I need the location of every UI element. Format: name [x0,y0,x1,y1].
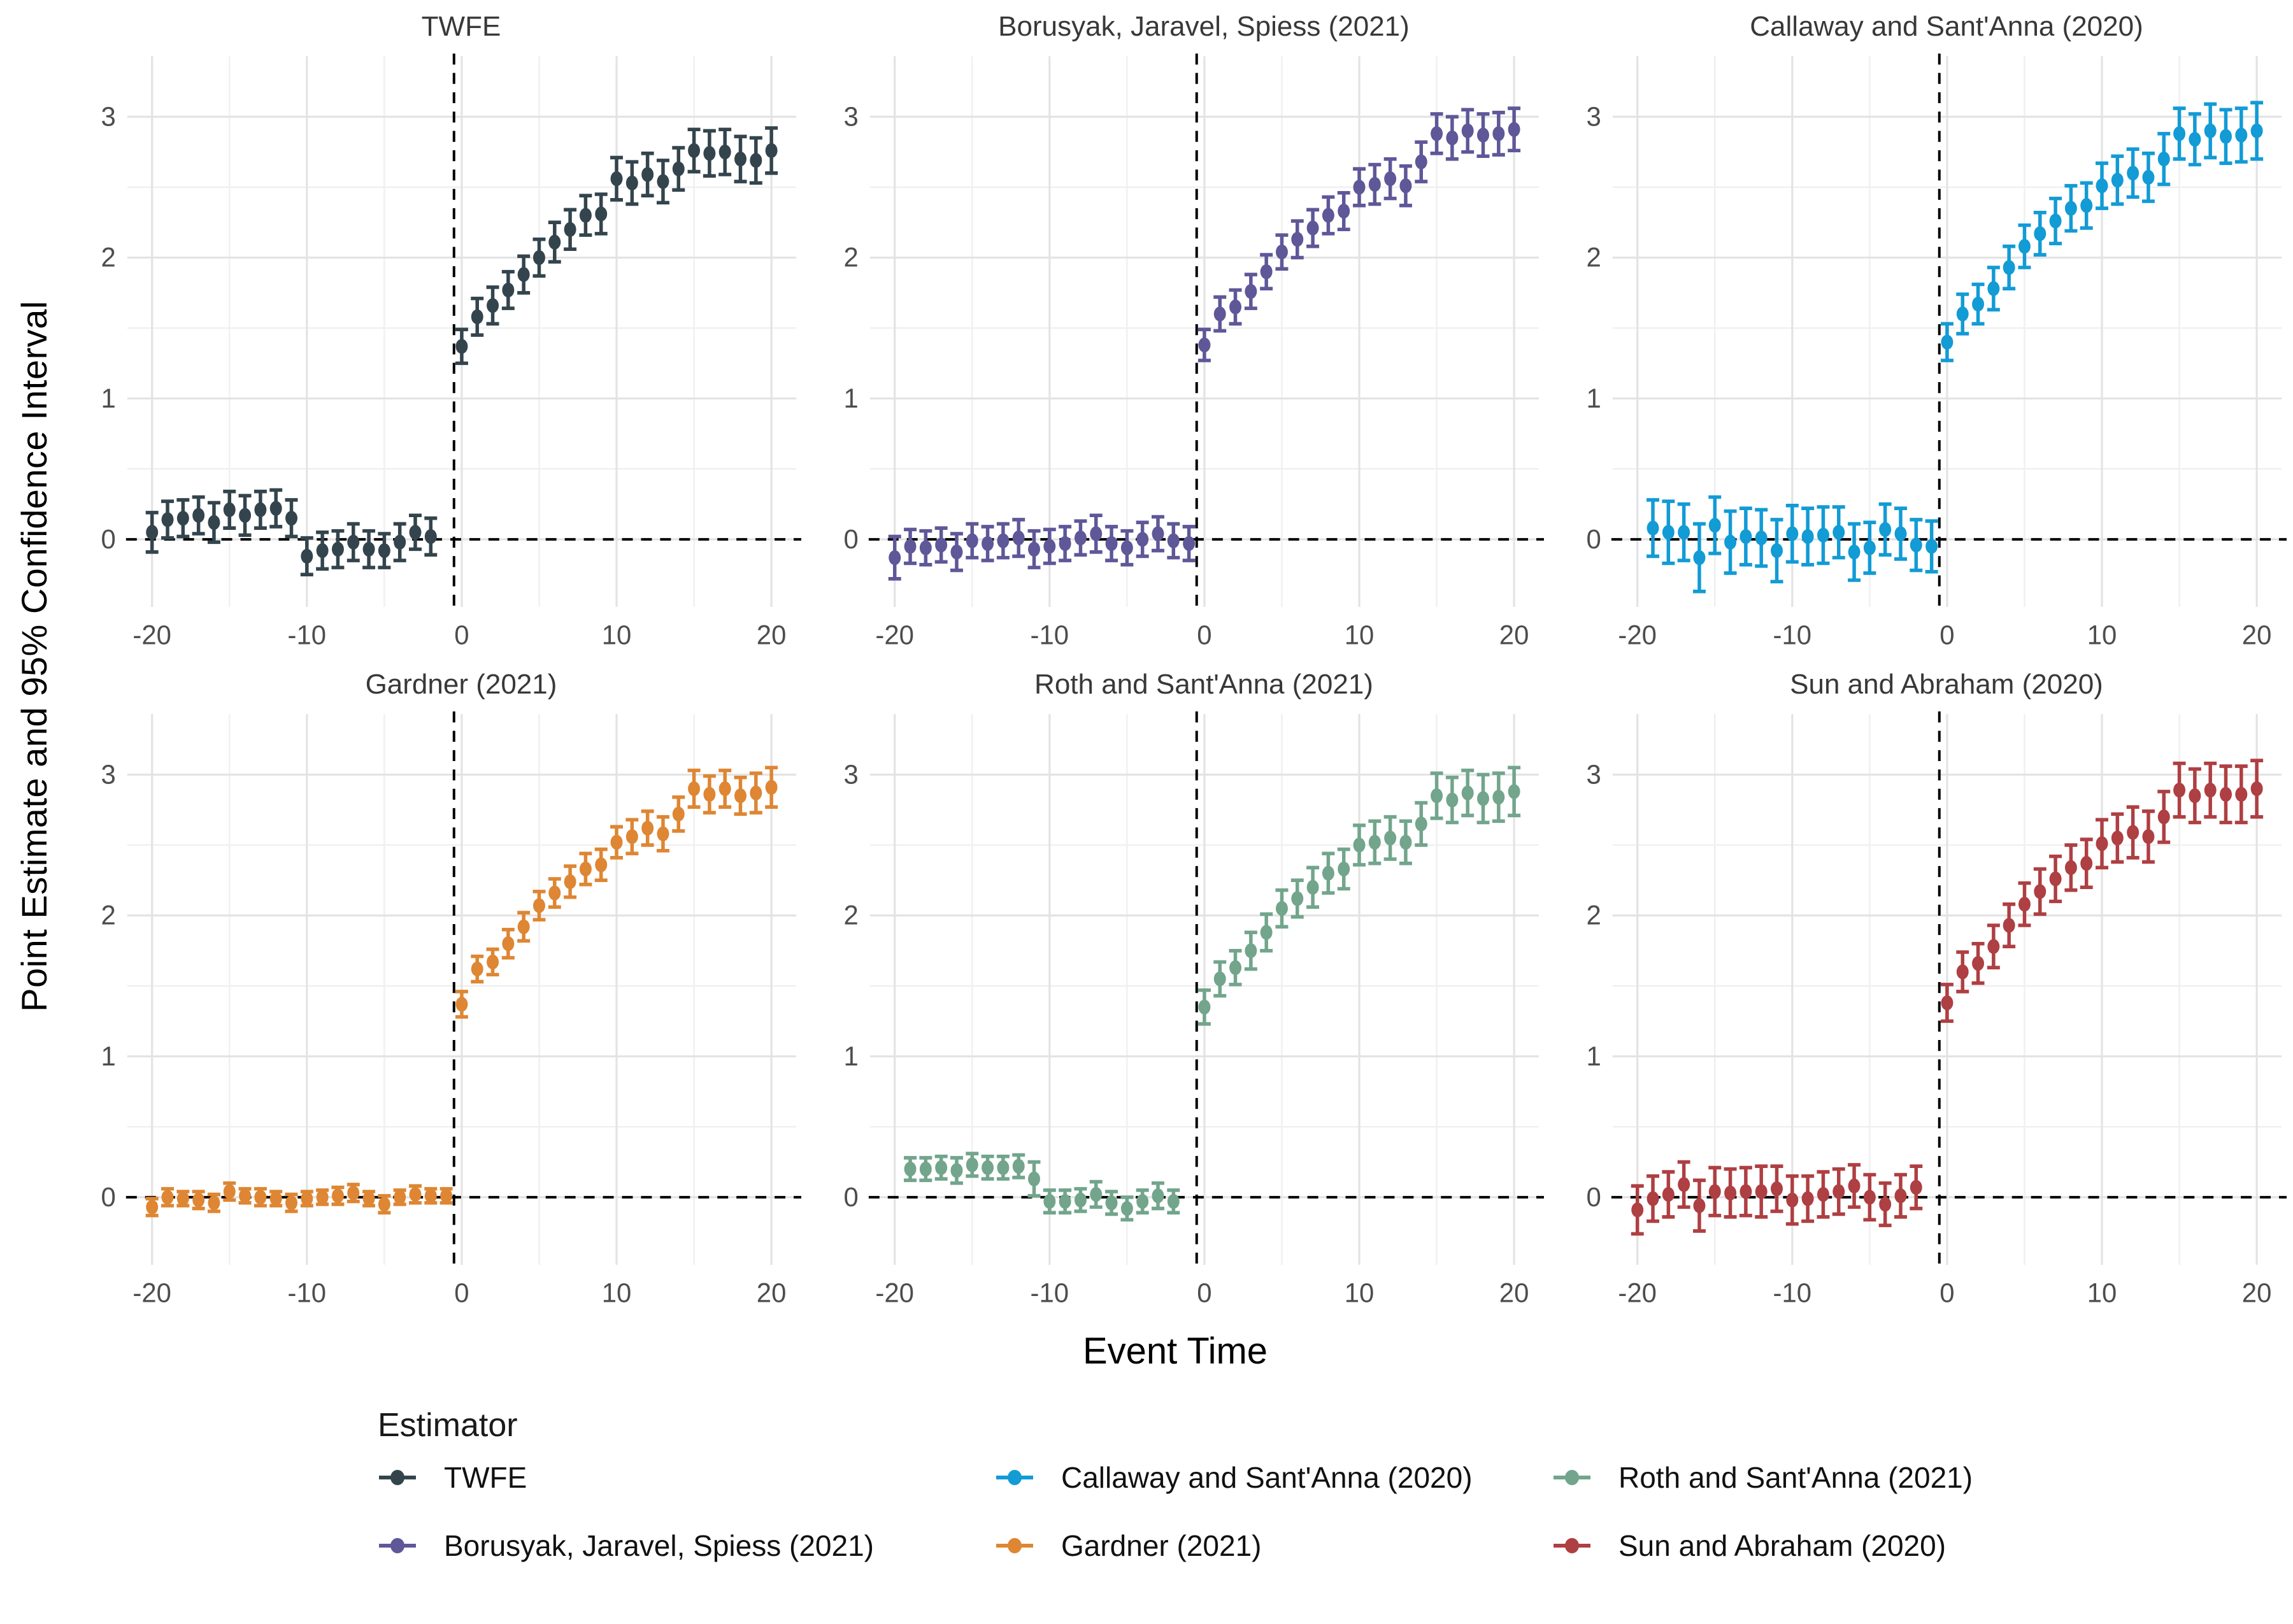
svg-text:2: 2 [844,900,859,930]
svg-text:0: 0 [844,524,859,554]
svg-text:1: 1 [101,383,116,413]
legend-item-gardner: Gardner (2021) [995,1523,1262,1568]
facet-plot-sun: 0 1 2 3 -20 -10 0 10 20 [1587,711,2287,1308]
facet-plot-twfe: 0 1 2 3 -20 -10 0 10 20 [101,53,801,650]
facet-title: Roth and Sant'Anna (2021) [1034,669,1373,700]
svg-text:10: 10 [602,1278,632,1307]
facet-title: Sun and Abraham (2020) [1790,669,2103,700]
legend-item-twfe: TWFE [378,1455,527,1500]
svg-text:1: 1 [1587,1041,1601,1071]
pointrange-key-icon [996,1538,1033,1553]
svg-text:3: 3 [101,759,116,789]
svg-text:10: 10 [2087,1278,2117,1307]
svg-text:2: 2 [844,242,859,272]
svg-text:-20: -20 [132,620,171,650]
legend-label: Gardner (2021) [1061,1529,1262,1562]
svg-text:2: 2 [101,900,116,930]
facet-title: TWFE [421,11,501,42]
facet-grid: TWFE 0 1 2 3 -20 -10 0 10 20 Borusyak, Jaravel, … [64,9,2287,1318]
facet-callaway-santanna: Callaway and Sant'Anna (2020) 0 1 2 3 -20 -10… [1549,9,2287,660]
svg-text:0: 0 [101,1182,116,1212]
legend-title: Estimator [378,1407,518,1444]
svg-text:0: 0 [1587,524,1601,554]
svg-text:10: 10 [2087,620,2117,650]
svg-text:2: 2 [1587,242,1601,272]
y-axis-title-text: Point Estimate and 95% Confidence Interv… [13,300,54,1012]
pointrange-key-icon [996,1470,1033,1485]
svg-text:-10: -10 [1773,1278,1812,1307]
facet-roth-santanna: Roth and Sant'Anna (2021) 0 1 2 3 -20 -10 0 10 2… [806,667,1544,1318]
svg-text:0: 0 [454,1278,469,1307]
legend-item-callaway: Callaway and Sant'Anna (2020) [995,1455,1473,1500]
svg-text:3: 3 [1587,101,1601,131]
svg-text:1: 1 [101,1041,116,1071]
facet-plot-callaway: 0 1 2 3 -20 -10 0 10 20 [1587,53,2287,650]
svg-text:0: 0 [1197,1278,1211,1307]
facet-title: Borusyak, Jaravel, Spiess (2021) [998,11,1410,42]
svg-text:1: 1 [844,383,859,413]
svg-text:20: 20 [757,620,787,650]
svg-text:3: 3 [1587,759,1601,789]
facet-title: Callaway and Sant'Anna (2020) [1750,11,2143,42]
facet-plot-roth: 0 1 2 3 -20 -10 0 10 20 [844,711,1544,1308]
pointrange-key-icon [1554,1470,1590,1485]
facet-twfe: TWFE 0 1 2 3 -20 -10 0 10 20 [64,9,801,660]
svg-text:-20: -20 [1618,620,1657,650]
svg-text:20: 20 [2242,1278,2272,1307]
legend-item-roth: Roth and Sant'Anna (2021) [1552,1455,1973,1500]
facet-plot-borusyak: 0 1 2 3 -20 -10 0 10 20 [844,53,1544,650]
y-axis-title: Point Estimate and 95% Confidence Interv… [11,0,56,1312]
svg-text:0: 0 [844,1182,859,1212]
svg-text:10: 10 [1345,620,1375,650]
facet-borusyak-jaravel-spiess: Borusyak, Jaravel, Spiess (2021) 0 1 2 3 -20… [806,9,1544,660]
svg-text:-20: -20 [875,1278,914,1307]
svg-text:2: 2 [1587,900,1601,930]
svg-text:0: 0 [101,524,116,554]
svg-text:-10: -10 [1031,620,1069,650]
svg-text:20: 20 [2242,620,2272,650]
legend-label: Sun and Abraham (2020) [1618,1529,1947,1562]
svg-text:3: 3 [844,759,859,789]
pointrange-key-icon [1554,1538,1590,1553]
svg-text:-10: -10 [1773,620,1812,650]
svg-text:0: 0 [1939,620,1954,650]
legend-label: Roth and Sant'Anna (2021) [1618,1461,1973,1494]
svg-text:10: 10 [602,620,632,650]
svg-text:0: 0 [1939,1278,1954,1307]
svg-text:20: 20 [1499,1278,1529,1307]
legend-item-sun: Sun and Abraham (2020) [1552,1523,1946,1568]
svg-text:3: 3 [101,101,116,131]
legend-item-borusyak: Borusyak, Jaravel, Spiess (2021) [378,1523,874,1568]
facet-sun-abraham: Sun and Abraham (2020) 0 1 2 3 -20 -10 0 10 20 [1549,667,2287,1318]
svg-text:0: 0 [1197,620,1211,650]
pointrange-key-icon [379,1538,416,1553]
pointrange-key-icon [379,1470,416,1485]
svg-text:10: 10 [1345,1278,1375,1307]
x-axis-title: Event Time [1082,1330,1268,1372]
svg-text:-20: -20 [875,620,914,650]
legend-label: TWFE [444,1461,527,1494]
svg-text:-10: -10 [1031,1278,1069,1307]
svg-text:3: 3 [844,101,859,131]
svg-text:0: 0 [454,620,469,650]
facet-title: Gardner (2021) [365,669,557,700]
svg-text:2: 2 [101,242,116,272]
svg-text:-10: -10 [288,1278,327,1307]
legend-label: Borusyak, Jaravel, Spiess (2021) [444,1529,874,1562]
svg-text:1: 1 [844,1041,859,1071]
svg-text:0: 0 [1587,1182,1601,1212]
facet-gardner: Gardner (2021) 0 1 2 3 -20 -10 0 10 20 [64,667,801,1318]
svg-text:20: 20 [757,1278,787,1307]
svg-text:20: 20 [1499,620,1529,650]
svg-text:-10: -10 [288,620,327,650]
svg-text:-20: -20 [1618,1278,1657,1307]
facet-plot-gardner: 0 1 2 3 -20 -10 0 10 20 [101,711,801,1308]
legend-label: Callaway and Sant'Anna (2020) [1061,1461,1473,1494]
svg-text:-20: -20 [132,1278,171,1307]
svg-text:1: 1 [1587,383,1601,413]
legend: Estimator TWFE Borusyak, Jaravel, Spiess… [0,1388,2293,1618]
